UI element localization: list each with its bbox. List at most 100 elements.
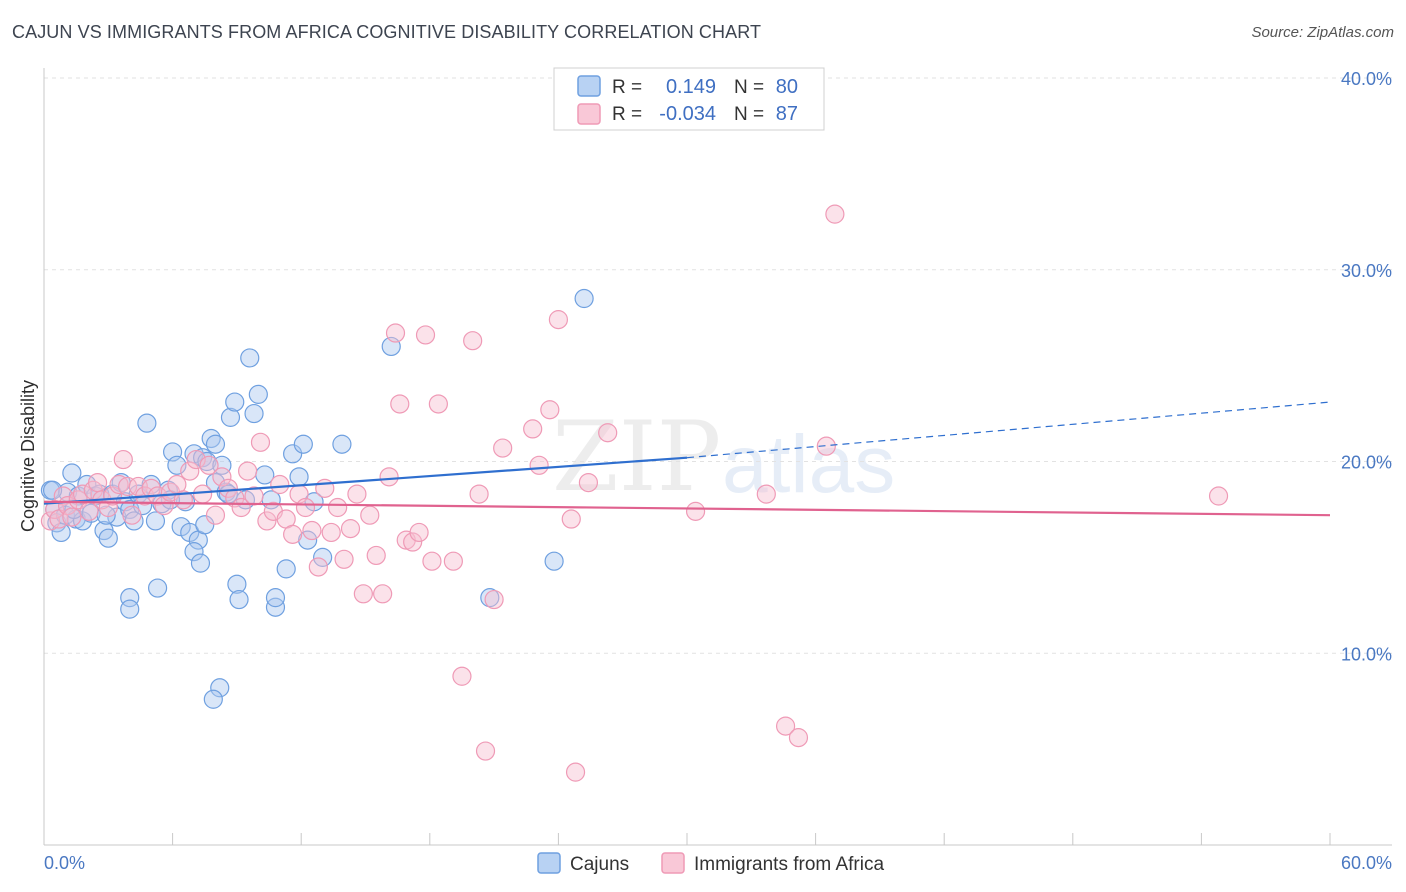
africa-point-31 — [212, 467, 232, 487]
correlation-legend: R = 0.149 N = 80 R = -0.034 N = 87 — [553, 67, 825, 131]
cajuns-point-54 — [203, 689, 223, 709]
cajuns-point-49 — [220, 407, 241, 427]
cajuns-point-24 — [137, 413, 157, 433]
legend-r-value-2: -0.034 — [659, 103, 716, 125]
africa-point-63 — [415, 325, 436, 345]
africa-point-35 — [238, 461, 258, 481]
legend-swatch-blue — [577, 75, 601, 97]
series-legend-label-africa: Immigrants from Africa — [694, 854, 884, 875]
cajuns-point-70 — [332, 434, 352, 454]
legend-n-value-1: 80 — [776, 76, 798, 98]
y-axis-label: Cognitive Disability — [18, 380, 38, 532]
cajuns-point-26 — [145, 511, 166, 531]
cajuns-point-15 — [98, 528, 118, 548]
africa-point-1 — [45, 499, 65, 520]
source-label: Source: ZipAtlas.com — [1251, 24, 1394, 41]
africa-point-32 — [218, 478, 238, 498]
watermark-zip: ZIP — [552, 401, 721, 513]
africa-point-86 — [825, 204, 845, 224]
africa-point-53 — [353, 584, 373, 604]
series-legend-label-cajuns: Cajuns — [570, 854, 629, 875]
africa-point-80 — [598, 423, 618, 443]
africa-point-69 — [469, 484, 489, 504]
africa-trend-line — [43, 500, 1331, 517]
africa-point-56 — [373, 584, 393, 604]
cajuns-point-74 — [574, 288, 594, 309]
africa-point-83 — [775, 716, 796, 736]
africa-point-81 — [685, 501, 706, 521]
africa-point-30 — [205, 505, 226, 525]
y-tick-label-10: 10.0% — [1341, 644, 1392, 664]
cajuns-point-42 — [147, 578, 168, 598]
cajuns-point-51 — [227, 574, 247, 594]
y-tick-labels: 10.0% 20.0% 30.0% 40.0% — [1341, 69, 1392, 664]
x-tick-label-max: 60.0% — [1341, 853, 1392, 873]
africa-point-57 — [379, 467, 399, 487]
cajuns-point-62 — [265, 588, 286, 608]
legend-n-value-2: 87 — [776, 103, 798, 125]
africa-point-58 — [385, 323, 406, 343]
africa-point-82 — [756, 484, 776, 504]
africa-point-5 — [62, 507, 82, 527]
cajuns-point-73 — [544, 551, 564, 571]
legend-r-value-1: 0.149 — [666, 76, 716, 98]
cajuns-point-63 — [276, 559, 296, 579]
africa-point-71 — [484, 589, 504, 610]
africa-point-65 — [428, 394, 448, 414]
africa-point-67 — [452, 666, 472, 686]
legend-n-label-2: N = — [734, 104, 764, 125]
africa-point-54 — [360, 505, 380, 525]
africa-point-37 — [250, 432, 271, 452]
africa-point-87 — [1208, 486, 1229, 506]
africa-point-73 — [523, 419, 543, 439]
cajuns-point-75 — [42, 480, 63, 500]
cajuns-point-66 — [293, 434, 313, 454]
cajuns-point-40 — [120, 588, 140, 608]
cajuns-point-41 — [120, 599, 140, 619]
cajuns-point-69 — [313, 547, 333, 567]
africa-point-26 — [180, 461, 200, 481]
africa-point-46 — [308, 557, 328, 577]
watermark: ZIP atlas — [552, 401, 895, 513]
trend-lines — [43, 401, 1331, 517]
africa-point-44 — [295, 497, 316, 518]
africa-point-61 — [403, 532, 423, 552]
africa-point-85 — [816, 436, 836, 456]
legend-r-label-1: R = — [612, 77, 642, 98]
africa-point-64 — [422, 551, 442, 571]
watermark-atlas: atlas — [722, 419, 895, 510]
africa-point-16 — [117, 476, 138, 497]
cajuns-point-67 — [298, 530, 318, 550]
africa-point-40 — [270, 474, 290, 495]
series-legend-swatch-cajuns — [537, 852, 561, 874]
africa-point-77 — [561, 509, 581, 529]
cajuns-point-57 — [244, 403, 264, 424]
x-tick-label-min: 0.0% — [44, 853, 85, 873]
x-axis-ticks — [172, 833, 1331, 845]
africa-point-68 — [463, 331, 483, 351]
africa-point-59 — [390, 394, 410, 414]
series-legend: Cajuns Immigrants from Africa — [537, 852, 884, 875]
africa-point-13 — [102, 486, 123, 506]
cajuns-trend-line — [43, 456, 688, 505]
y-tick-label-40: 40.0% — [1341, 69, 1392, 89]
africa-point-20 — [141, 478, 161, 498]
africa-point-48 — [321, 522, 341, 543]
africa-point-72 — [493, 438, 513, 458]
africa-point-50 — [334, 549, 354, 569]
cajuns-point-64 — [283, 444, 303, 464]
africa-point-74 — [529, 455, 549, 475]
africa-point-49 — [328, 497, 348, 518]
africa-point-51 — [340, 519, 361, 539]
legend-n-label-1: N = — [734, 77, 764, 98]
cajuns-point-53 — [210, 678, 230, 698]
africa-point-75 — [540, 400, 560, 420]
y-tick-label-30: 30.0% — [1341, 261, 1392, 281]
cajuns-point-46 — [205, 434, 226, 454]
africa-point-17 — [122, 505, 142, 525]
africa-point-84 — [788, 728, 809, 748]
africa-point-55 — [366, 545, 386, 566]
cajuns-point-43 — [184, 542, 204, 562]
series-legend-swatch-africa — [661, 852, 685, 874]
legend-swatch-pink — [577, 103, 601, 125]
